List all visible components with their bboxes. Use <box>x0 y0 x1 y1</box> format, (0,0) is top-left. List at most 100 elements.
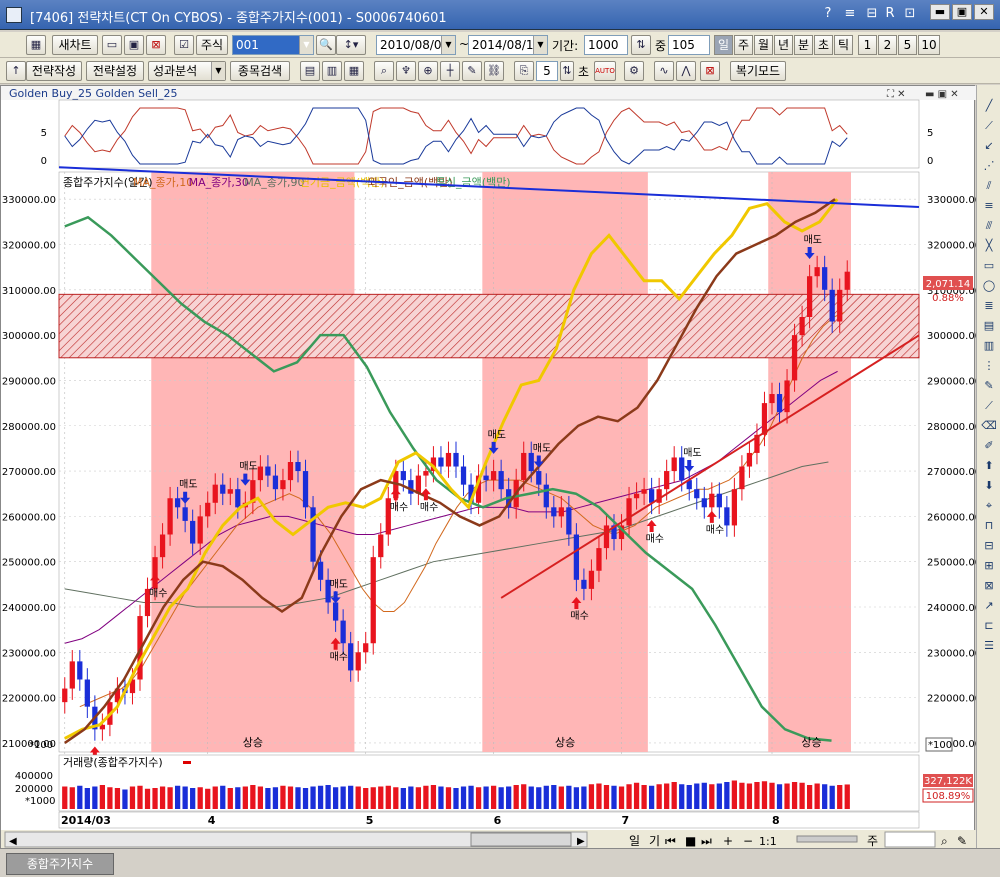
layout-two-icon[interactable]: ▥ <box>322 61 342 81</box>
chevron-down-icon[interactable]: ▼ <box>211 62 225 80</box>
stop-icon[interactable]: ■ <box>685 834 696 848</box>
lock-tool-icon[interactable]: ⊟ <box>984 539 994 552</box>
interval-10-button[interactable]: 10 <box>918 35 940 55</box>
search-icon[interactable]: 🔍 <box>316 35 336 55</box>
fibo-tool-icon[interactable]: ≣ <box>984 299 994 312</box>
performance-analysis-dropdown[interactable]: 성과분석 ▼ <box>148 61 226 81</box>
channel-tool-icon[interactable]: ⫽ <box>986 179 992 192</box>
crosshair-icon[interactable]: ┼ <box>440 61 460 81</box>
cross-tool-icon[interactable]: ╳ <box>985 239 993 252</box>
rewind-icon[interactable]: ⏮ <box>665 834 676 848</box>
help-icon[interactable]: ? <box>824 6 832 21</box>
menu-tool-icon[interactable]: ☰ <box>984 639 994 652</box>
ray-tool-icon[interactable]: ⟋ <box>985 119 993 132</box>
period-input[interactable]: 1000 <box>584 35 628 55</box>
horizontal-scrollbar[interactable] <box>4 831 588 848</box>
gann-tool-icon[interactable]: ▤ <box>983 319 995 332</box>
scroll-right-icon[interactable]: ▶ <box>577 836 585 847</box>
zoom-input[interactable] <box>884 831 936 848</box>
trend-tool-icon[interactable]: ⫻ <box>985 219 993 232</box>
time-tool-icon[interactable]: ⋮ <box>983 359 995 372</box>
wrench-icon[interactable]: ✎ <box>957 834 967 848</box>
calendar-dropdown-icon[interactable]: ▼ <box>441 36 455 54</box>
delete-tool-icon[interactable]: ⊠ <box>984 579 994 592</box>
sort-icon[interactable]: ↕▾ <box>336 35 366 55</box>
fast-forward-icon[interactable]: ⏭ <box>701 834 712 848</box>
draw-icon[interactable]: ✎ <box>462 61 482 81</box>
fan-tool-icon[interactable]: ⋰ <box>983 159 995 172</box>
open-folder-icon[interactable]: ▭ <box>102 35 122 55</box>
interval-1-button[interactable]: 1 <box>858 35 877 55</box>
delete-icon[interactable]: ⊠ <box>146 35 166 55</box>
circle-tool-icon[interactable]: ◯ <box>982 279 996 292</box>
interval-5-button[interactable]: 5 <box>898 35 917 55</box>
copy-icon[interactable]: ⎘ <box>514 61 534 81</box>
eraser-tool-icon[interactable]: ⌫ <box>981 419 997 432</box>
cycle-tool-icon[interactable]: ▥ <box>983 339 995 352</box>
scrollbar-thumb[interactable] <box>470 832 572 847</box>
line-tool-icon[interactable]: ╱ <box>985 99 993 112</box>
stack-tool-icon[interactable]: ⊏ <box>984 619 994 632</box>
down-arrow-tool-icon[interactable]: ⬇ <box>984 479 994 492</box>
pencil-tool-icon[interactable]: ✎ <box>984 379 994 392</box>
zigzag-icon[interactable]: ⋀ <box>676 61 696 81</box>
market-type-button[interactable]: 주식 <box>196 35 228 55</box>
magnet-tool-icon[interactable]: ⊓ <box>984 519 994 532</box>
zoom-out-icon[interactable]: − <box>743 834 753 848</box>
date-from-input[interactable]: 2010/08/09 ▼ <box>376 35 456 55</box>
parallel-tool-icon[interactable]: ≡ <box>984 199 994 212</box>
save-icon[interactable]: ▣ <box>124 35 144 55</box>
panel-resize-icon[interactable]: ⛶ ✕ <box>886 89 906 100</box>
chart-area[interactable]: Golden Buy_25 Golden Sell_25 ⛶ ✕ ▬ ▣ ✕ 5… <box>0 85 981 851</box>
settings-icon[interactable]: ⚙ <box>624 61 644 81</box>
strategy-setting-button[interactable]: 전략설정 <box>86 61 144 81</box>
spin-icon[interactable]: ⇅ <box>631 35 651 55</box>
pin-tool-icon[interactable]: ⌖ <box>985 499 993 512</box>
link-icon[interactable]: ⛓ <box>484 61 504 81</box>
layout-icon[interactable]: ⊡ <box>904 6 916 21</box>
period-week-button[interactable]: 주 <box>734 35 753 55</box>
period-month-button[interactable]: 월 <box>754 35 773 55</box>
calendar-dropdown-icon[interactable]: ▼ <box>533 36 547 54</box>
auto-button[interactable]: AUTO <box>594 61 616 81</box>
maximize-button[interactable]: ▣ <box>952 4 972 20</box>
close-button[interactable]: ✕ <box>974 4 994 20</box>
up-arrow-icon[interactable]: ↑ <box>6 61 26 81</box>
stock-search-button[interactable]: 종목검색 <box>230 61 290 81</box>
chevron-down-icon[interactable]: ▼ <box>299 36 313 54</box>
checklist-icon[interactable]: ☑ <box>174 35 194 55</box>
chart-list-icon[interactable]: ▦ <box>26 35 46 55</box>
zoom-in-icon[interactable]: + <box>723 834 733 848</box>
zoom-slider[interactable] <box>796 835 858 843</box>
layout-one-icon[interactable]: ▤ <box>300 61 320 81</box>
zoom-icon[interactable]: ⌕ <box>374 61 394 81</box>
clear-icon[interactable]: ⊠ <box>700 61 720 81</box>
refresh-icon[interactable]: R <box>885 6 895 21</box>
replay-mode-button[interactable]: 복기모드 <box>730 61 786 81</box>
period-year-button[interactable]: 년 <box>774 35 793 55</box>
up-arrow-tool-icon[interactable]: ⬆ <box>984 459 994 472</box>
stock-code-input[interactable]: 001 ▼ <box>232 35 314 55</box>
scroll-left-icon[interactable]: ◀ <box>9 836 17 847</box>
indicator-icon[interactable]: ♆ <box>396 61 416 81</box>
new-chart-button[interactable]: 새차트 <box>52 35 98 55</box>
count-input[interactable]: 105 <box>668 35 710 55</box>
chart-tab[interactable]: 종합주가지수 <box>6 853 114 875</box>
period-day-button[interactable]: 일 <box>714 35 733 55</box>
search-icon[interactable]: ⌕ <box>941 834 948 848</box>
note-tool-icon[interactable]: ✐ <box>984 439 994 452</box>
strategy-write-button[interactable]: 전략작성 <box>26 61 82 81</box>
rect-tool-icon[interactable]: ▭ <box>983 259 995 272</box>
grid-icon[interactable]: ⊟ <box>866 6 878 21</box>
panel-window-icon[interactable]: ▬ ▣ ✕ <box>925 89 959 100</box>
interval-input[interactable]: 5 <box>536 61 558 81</box>
layout-grid-icon[interactable]: ▦ <box>344 61 364 81</box>
spin-icon[interactable]: ⇅ <box>560 61 574 81</box>
period-minute-button[interactable]: 분 <box>794 35 813 55</box>
period-tick-button[interactable]: 틱 <box>834 35 853 55</box>
minimize-button[interactable]: ▬ <box>930 4 950 20</box>
chart-canvas[interactable]: Golden Buy_25 Golden Sell_25 ⛶ ✕ ▬ ▣ ✕ 5… <box>1 86 981 851</box>
arrow-tool-icon[interactable]: ↙ <box>984 139 994 152</box>
interval-2-button[interactable]: 2 <box>878 35 897 55</box>
period-second-button[interactable]: 초 <box>814 35 833 55</box>
